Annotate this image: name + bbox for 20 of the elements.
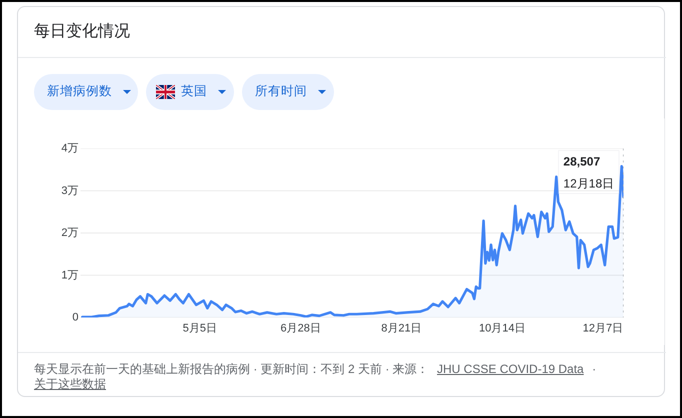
y-tick-label: 0 (72, 312, 79, 324)
text: 关于这些数据 (34, 377, 106, 391)
annotation: 28,507 (563, 154, 600, 168)
x-tick-label: 8月21日 (381, 322, 422, 334)
text: 新增病例数 (47, 83, 112, 100)
text: 英国 (181, 83, 207, 100)
x-tick-label: 12月7日 (582, 322, 624, 334)
x-tick-label: 10月14日 (478, 322, 526, 334)
x-tick-label: 6月28日 (280, 322, 321, 334)
chart-title: 每日变化情况 (34, 22, 130, 42)
y-tick-label: 2万 (61, 227, 79, 239)
x-tick-label: 5月5日 (182, 322, 218, 334)
text: 每天显示在前一天的基础上新报告的病例 · 更新时间：不到 2 天前 · 来源： (34, 362, 429, 376)
text: JHU CSSE COVID-19 Data (437, 362, 584, 376)
text: · (592, 362, 596, 376)
annotation: 12月18日 (563, 176, 614, 190)
text: 所有时间 (255, 83, 307, 100)
y-tick-label: 1万 (61, 269, 79, 282)
y-tick-label: 4万 (61, 142, 79, 154)
y-tick-label: 3万 (61, 184, 79, 197)
